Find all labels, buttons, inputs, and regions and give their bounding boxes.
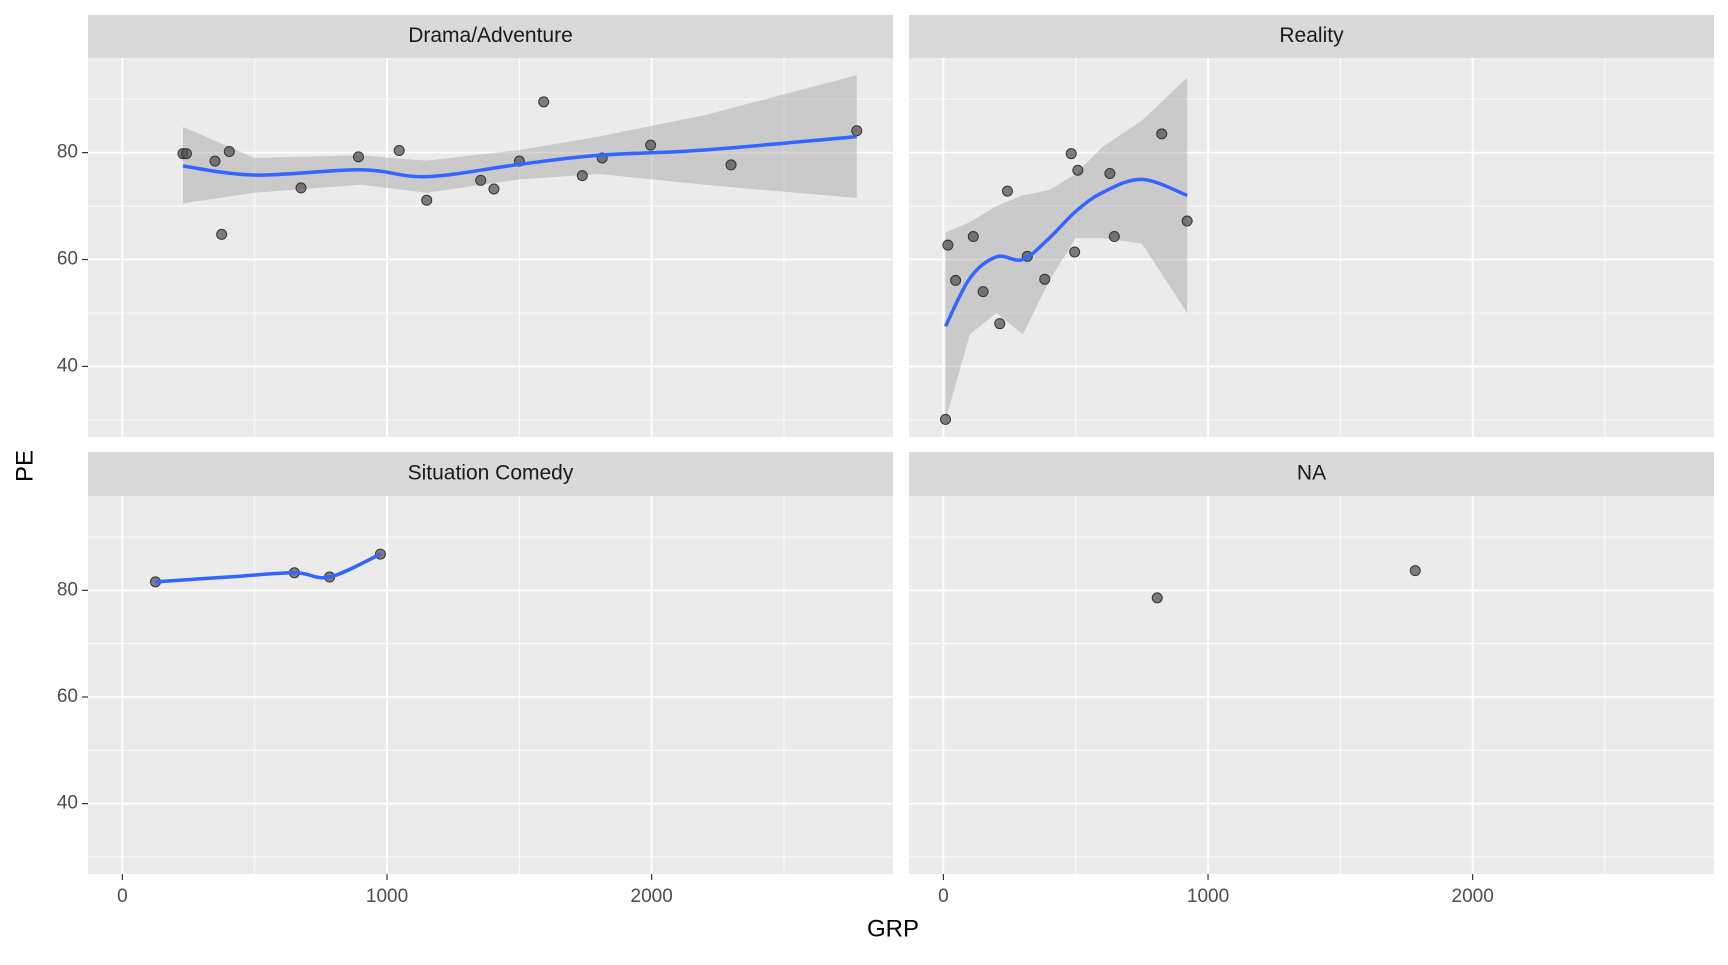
strip <box>909 452 1714 496</box>
point <box>393 144 405 156</box>
x-axis-label: GRP <box>867 915 919 942</box>
panel <box>88 58 893 437</box>
strip <box>88 452 893 496</box>
panel <box>909 496 1714 874</box>
x-tick-label: 1000 <box>1187 886 1229 907</box>
y-tick-label: 80 <box>57 579 78 600</box>
point <box>180 148 192 160</box>
y-axis-label: PE <box>11 450 38 482</box>
strip-label: NA <box>1297 462 1326 485</box>
x-tick-label: 2000 <box>631 886 673 907</box>
point <box>645 139 657 151</box>
point <box>488 183 500 195</box>
point <box>1065 148 1077 160</box>
y-tick-label: 60 <box>57 249 78 270</box>
point <box>352 151 364 163</box>
y-tick-label: 60 <box>57 686 78 707</box>
point <box>1001 185 1013 197</box>
smooth-line <box>182 134 857 179</box>
point <box>1072 164 1084 176</box>
point <box>295 182 307 194</box>
point <box>725 159 737 171</box>
point <box>1108 231 1120 243</box>
x-tick-label: 0 <box>117 886 128 907</box>
panel <box>88 496 893 874</box>
point <box>209 155 221 167</box>
point <box>538 96 550 108</box>
strip-label: Drama/Adventure <box>408 24 573 47</box>
y-tick-label: 80 <box>57 142 78 163</box>
point <box>216 228 228 240</box>
point <box>940 413 952 425</box>
point <box>977 286 989 298</box>
point <box>1104 167 1116 179</box>
point <box>967 231 979 243</box>
x-tick-label: 0 <box>938 886 949 907</box>
point <box>942 239 954 251</box>
point <box>1069 246 1081 258</box>
point <box>1039 273 1051 285</box>
point <box>851 125 863 137</box>
smooth-line <box>155 552 382 584</box>
x-tick-label: 2000 <box>1452 886 1494 907</box>
point <box>421 194 433 206</box>
strip-label: Situation Comedy <box>408 462 574 485</box>
point <box>475 174 487 186</box>
point <box>1156 128 1168 140</box>
strip-label: Reality <box>1279 24 1344 47</box>
y-tick-label: 40 <box>57 793 78 814</box>
point <box>994 318 1006 330</box>
confidence-band <box>945 77 1188 420</box>
point <box>1409 565 1421 577</box>
x-tick-label: 1000 <box>366 886 408 907</box>
point <box>576 170 588 182</box>
point <box>1181 215 1193 227</box>
y-tick-label: 40 <box>57 355 78 376</box>
point <box>223 146 235 158</box>
panel <box>909 58 1714 437</box>
point <box>950 274 962 286</box>
strip <box>88 15 893 58</box>
smooth-line <box>943 177 1188 328</box>
strip <box>909 15 1714 58</box>
point <box>1151 592 1163 604</box>
